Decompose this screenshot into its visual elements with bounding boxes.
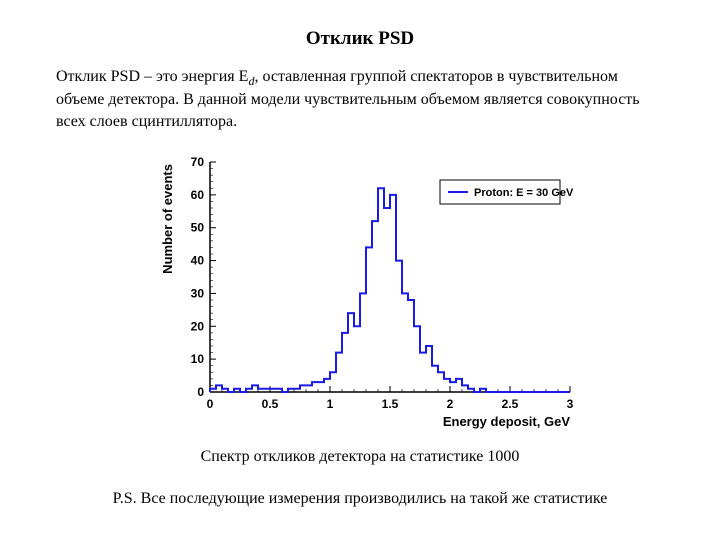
svg-text:2: 2 (447, 397, 454, 411)
chart-caption: Спектр откликов детектора на статистике … (0, 448, 720, 466)
svg-text:50: 50 (191, 221, 205, 235)
body-text-prefix: Отклик PSD – это энергия E (56, 68, 248, 85)
svg-text:10: 10 (191, 352, 205, 366)
svg-text:60: 60 (191, 188, 205, 202)
histogram-chart: 00.511.522.53010203040506070Energy depos… (150, 152, 590, 442)
svg-text:20: 20 (191, 319, 205, 333)
page-title: Отклик PSD (0, 28, 720, 50)
footnote-text: P.S. Все последующие измерения производи… (0, 490, 720, 508)
svg-text:0: 0 (207, 397, 214, 411)
svg-text:3: 3 (567, 397, 574, 411)
svg-text:40: 40 (191, 254, 205, 268)
svg-text:30: 30 (191, 286, 205, 300)
svg-text:Number of events: Number of events (160, 164, 175, 274)
svg-text:1.5: 1.5 (382, 397, 399, 411)
svg-text:2.5: 2.5 (502, 397, 519, 411)
svg-text:0: 0 (197, 385, 204, 399)
svg-text:1: 1 (327, 397, 334, 411)
description-paragraph: Отклик PSD – это энергия Ed, оставленная… (56, 66, 666, 133)
svg-text:Energy deposit, GeV: Energy deposit, GeV (443, 414, 570, 429)
svg-text:Proton: E = 30 GeV: Proton: E = 30 GeV (474, 187, 574, 199)
svg-text:0.5: 0.5 (262, 397, 279, 411)
svg-text:70: 70 (191, 155, 205, 169)
